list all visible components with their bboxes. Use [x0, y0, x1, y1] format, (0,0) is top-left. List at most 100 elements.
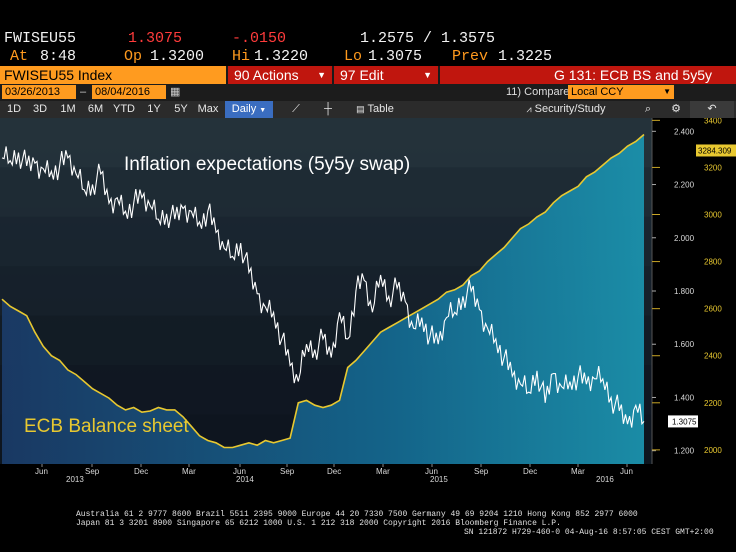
- ecb-last-value: 3284.309: [698, 146, 732, 155]
- right-axis: 3400 3200 3000 2800 2600 2400 2200 2000: [652, 118, 722, 455]
- x-axis: Jun Sep Dec Mar Jun Sep Dec Mar Jun Sep Dec Mar Jun2…: [0, 464, 652, 482]
- right-tick-label: 2000: [704, 446, 722, 455]
- ecb-balance-series: [1, 133, 645, 449]
- range-button-ytd[interactable]: YTD: [113, 103, 135, 115]
- prev-label: Prev: [452, 48, 489, 65]
- calendar-icon[interactable]: ▦: [170, 86, 181, 98]
- edit-menu-button[interactable]: 97 Edit ▼: [334, 66, 438, 84]
- actions-menu-button[interactable]: 90 Actions ▼: [228, 66, 332, 84]
- x-month-label: Jun: [233, 467, 246, 476]
- x-month-label: Jun: [35, 467, 48, 476]
- x-month-label: Mar: [182, 467, 196, 476]
- left-tick-label: 2.400: [674, 127, 695, 136]
- left-tick-label: 1.600: [674, 340, 695, 349]
- date-range-row: [0, 84, 736, 101]
- high-label: Hi: [232, 48, 251, 65]
- security-study-button[interactable]: ⩘ Security/Study: [506, 101, 626, 118]
- ecb-last-tag: [696, 144, 736, 157]
- right-tick-label: 2800: [704, 258, 722, 267]
- right-tick-label: 2200: [704, 399, 722, 408]
- range-button-max[interactable]: Max: [197, 103, 219, 115]
- range-button-1y[interactable]: 1Y: [147, 103, 161, 115]
- price-change: -.0150: [232, 30, 287, 47]
- left-tick-label: 1.200: [674, 447, 695, 456]
- x-month-label: Mar: [571, 467, 585, 476]
- chart-title-bar: G 131: ECB BS and 5y5y: [440, 66, 736, 84]
- x-month-label: Mar: [376, 467, 390, 476]
- settings-icon[interactable]: ⚙: [671, 103, 681, 115]
- ecb-area-fill: [2, 134, 644, 464]
- x-month-label: Sep: [85, 467, 100, 476]
- inflation-series: [1, 146, 645, 428]
- x-month-label: Dec: [134, 467, 148, 476]
- left-tick-label: 1.800: [674, 287, 695, 296]
- chevron-down-icon: ▼: [663, 87, 671, 96]
- date-separator: –: [80, 86, 87, 98]
- right-tick-label: 3000: [704, 211, 722, 220]
- x-year-label: 2015: [430, 475, 448, 482]
- x-year-label: 2016: [596, 475, 614, 482]
- x-month-label: Dec: [523, 467, 537, 476]
- x-month-label: Jun: [620, 467, 633, 476]
- back-icon[interactable]: ↶: [690, 101, 734, 118]
- right-tick-label: 2600: [704, 305, 722, 314]
- low-label: Lo: [344, 48, 363, 65]
- compare-label[interactable]: 11) Compare: [506, 86, 570, 98]
- x-month-label: Jun: [425, 467, 438, 476]
- table-button[interactable]: ▤ Table: [350, 101, 400, 118]
- actions-label: 90 Actions: [234, 67, 299, 83]
- currency-value: Local CCY: [571, 86, 624, 98]
- right-tick-label: 3200: [704, 163, 722, 172]
- range-button-5y[interactable]: 5Y: [174, 103, 188, 115]
- inflation-last-tag: [668, 415, 698, 428]
- footer-serial: SN 121872 H729-460-0 04-Aug-16 8:57:05 C…: [464, 528, 714, 537]
- table-label: Table: [367, 103, 394, 115]
- right-tick-label: 3400: [704, 118, 722, 125]
- left-tick-label: 1.400: [674, 393, 695, 402]
- end-date-field[interactable]: 08/04/2016: [92, 85, 166, 99]
- left-tick-label: 2.000: [674, 234, 695, 243]
- high-value: 1.3220: [254, 48, 309, 65]
- chevron-down-icon: ▼: [317, 70, 326, 80]
- x-axis-band: [0, 464, 652, 482]
- x-month-label: Sep: [280, 467, 295, 476]
- study-icon: ⩘: [526, 104, 532, 114]
- range-button-6m[interactable]: 6M: [87, 103, 104, 115]
- crosshair-icon[interactable]: ┼: [324, 103, 332, 115]
- at-label: At: [10, 48, 29, 65]
- range-button-1m[interactable]: 1M: [60, 103, 76, 115]
- last-value-tags: 1.3075 3284.309: [668, 144, 736, 428]
- price-chart[interactable]: 2.400 2.200 2.000 1.800 1.600 1.400 1.200 3400…: [0, 118, 736, 482]
- plot-band: [0, 167, 652, 217]
- x-year-label: 2013: [66, 475, 84, 482]
- annotation-inflation: Inflation expectations (5y5y swap): [124, 154, 410, 175]
- security-title[interactable]: FWISEU55 Index: [0, 66, 226, 84]
- quote-time: 8:48: [40, 48, 77, 65]
- open-value: 1.3200: [150, 48, 205, 65]
- open-label: Op: [124, 48, 143, 65]
- range-button-3d[interactable]: 3D: [32, 103, 48, 115]
- last-price: 1.3075: [128, 30, 183, 47]
- start-date-field[interactable]: 03/26/2013: [2, 85, 76, 99]
- currency-select[interactable]: Local CCY ▼: [568, 85, 674, 99]
- footer-contacts-2: Japan 81 3 3201 8900 Singapore 65 6212 1…: [76, 519, 561, 528]
- zoom-icon[interactable]: ⌕: [644, 103, 652, 115]
- edit-label: 97 Edit: [340, 67, 384, 83]
- x-month-label: Dec: [327, 467, 341, 476]
- range-button-1d[interactable]: 1D: [6, 103, 22, 115]
- line-chart-icon[interactable]: ⟋: [292, 103, 300, 115]
- chevron-down-icon: ▼: [259, 107, 267, 114]
- axis-panel: [652, 118, 736, 464]
- chevron-down-icon: ▼: [423, 70, 432, 80]
- left-tick-label: 2.200: [674, 181, 695, 190]
- security-study-label: Security/Study: [534, 103, 606, 115]
- right-tick-label: 2400: [704, 352, 722, 361]
- prev-value: 1.3225: [498, 48, 553, 65]
- frequency-select[interactable]: Daily ▼: [225, 101, 273, 118]
- plot-band: [0, 118, 652, 168]
- frequency-value: Daily: [231, 103, 257, 115]
- annotation-ecb: ECB Balance sheet: [24, 416, 189, 437]
- x-year-label: 2014: [236, 475, 254, 482]
- inflation-last-value: 1.3075: [672, 417, 697, 426]
- table-icon: ▤: [356, 104, 365, 114]
